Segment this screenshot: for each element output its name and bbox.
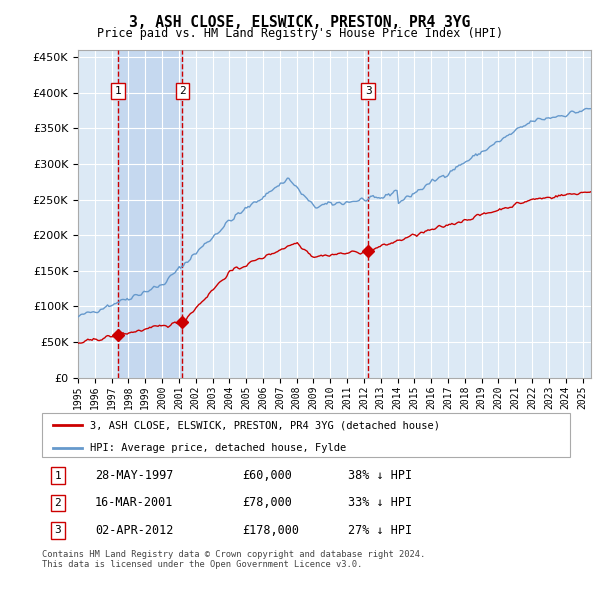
FancyBboxPatch shape [42,413,570,457]
Bar [118,50,182,378]
Text: 3: 3 [365,86,371,96]
Text: 02-APR-2012: 02-APR-2012 [95,524,173,537]
Text: Contains HM Land Registry data © Crown copyright and database right 2024.
This d: Contains HM Land Registry data © Crown c… [42,550,425,569]
Text: 33% ↓ HPI: 33% ↓ HPI [348,496,412,510]
Text: 3, ASH CLOSE, ELSWICK, PRESTON, PR4 3YG: 3, ASH CLOSE, ELSWICK, PRESTON, PR4 3YG [130,15,470,30]
Text: 1: 1 [55,471,61,481]
Text: 2: 2 [179,86,186,96]
Text: 38% ↓ HPI: 38% ↓ HPI [348,469,412,482]
Text: £78,000: £78,000 [242,496,293,510]
Text: 28-MAY-1997: 28-MAY-1997 [95,469,173,482]
Text: 2: 2 [55,498,61,508]
Text: HPI: Average price, detached house, Fylde: HPI: Average price, detached house, Fyld… [89,442,346,453]
Text: 1: 1 [115,86,121,96]
Text: 3, ASH CLOSE, ELSWICK, PRESTON, PR4 3YG (detached house): 3, ASH CLOSE, ELSWICK, PRESTON, PR4 3YG … [89,421,440,430]
Text: 27% ↓ HPI: 27% ↓ HPI [348,524,412,537]
Text: £178,000: £178,000 [242,524,299,537]
Text: 3: 3 [55,525,61,535]
Text: 16-MAR-2001: 16-MAR-2001 [95,496,173,510]
Text: £60,000: £60,000 [242,469,293,482]
Text: Price paid vs. HM Land Registry's House Price Index (HPI): Price paid vs. HM Land Registry's House … [97,27,503,40]
